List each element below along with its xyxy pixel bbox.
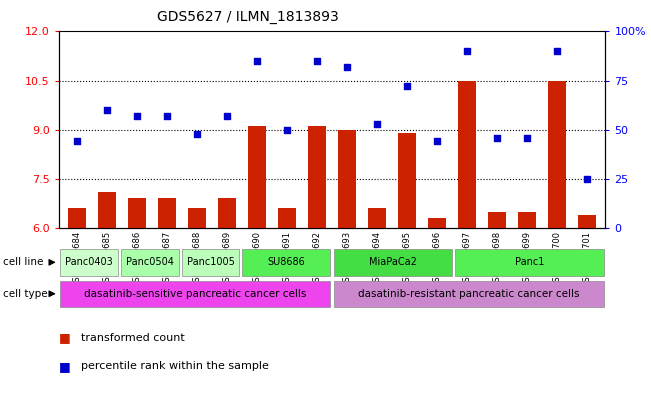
Bar <box>278 208 296 228</box>
FancyBboxPatch shape <box>455 249 604 275</box>
FancyBboxPatch shape <box>60 281 331 307</box>
Bar <box>458 81 477 228</box>
Point <box>582 176 592 182</box>
Bar <box>187 208 206 228</box>
Bar <box>98 192 116 228</box>
Text: Panc1: Panc1 <box>515 257 544 267</box>
Point <box>102 107 112 113</box>
Bar <box>488 211 506 228</box>
Point <box>372 121 382 127</box>
Point <box>312 58 322 64</box>
FancyBboxPatch shape <box>182 249 240 275</box>
FancyBboxPatch shape <box>333 249 452 275</box>
Text: SU8686: SU8686 <box>268 257 305 267</box>
Text: ■: ■ <box>59 360 70 373</box>
Text: ■: ■ <box>59 331 70 345</box>
Point <box>552 48 562 54</box>
Text: transformed count: transformed count <box>81 333 185 343</box>
Bar <box>218 198 236 228</box>
Bar <box>68 208 86 228</box>
Point <box>191 130 202 137</box>
Text: dasatinib-sensitive pancreatic cancer cells: dasatinib-sensitive pancreatic cancer ce… <box>84 289 307 299</box>
FancyBboxPatch shape <box>60 249 118 275</box>
Text: MiaPaCa2: MiaPaCa2 <box>369 257 417 267</box>
Point <box>282 127 292 133</box>
FancyBboxPatch shape <box>121 249 178 275</box>
FancyBboxPatch shape <box>242 249 331 275</box>
Point <box>522 134 533 141</box>
Point <box>462 48 473 54</box>
Point <box>492 134 503 141</box>
Text: cell line: cell line <box>3 257 44 267</box>
Text: GDS5627 / ILMN_1813893: GDS5627 / ILMN_1813893 <box>156 10 339 24</box>
Bar <box>518 211 536 228</box>
Bar <box>128 198 146 228</box>
Text: dasatinib-resistant pancreatic cancer cells: dasatinib-resistant pancreatic cancer ce… <box>358 289 579 299</box>
Bar <box>368 208 386 228</box>
FancyBboxPatch shape <box>333 281 604 307</box>
Text: Panc1005: Panc1005 <box>187 257 234 267</box>
Text: percentile rank within the sample: percentile rank within the sample <box>81 361 270 371</box>
Text: Panc0504: Panc0504 <box>126 257 174 267</box>
Point <box>402 83 412 90</box>
Text: Panc0403: Panc0403 <box>65 257 113 267</box>
Bar <box>158 198 176 228</box>
Point <box>161 113 172 119</box>
Bar <box>308 127 326 228</box>
Point <box>221 113 232 119</box>
Text: cell type: cell type <box>3 288 48 299</box>
Point <box>72 138 82 145</box>
Point <box>252 58 262 64</box>
Bar <box>248 127 266 228</box>
Point <box>132 113 142 119</box>
Bar <box>548 81 566 228</box>
Bar <box>398 133 416 228</box>
Point <box>432 138 443 145</box>
Point <box>342 64 352 70</box>
Bar <box>428 218 446 228</box>
Bar <box>338 130 356 228</box>
Bar <box>578 215 596 228</box>
